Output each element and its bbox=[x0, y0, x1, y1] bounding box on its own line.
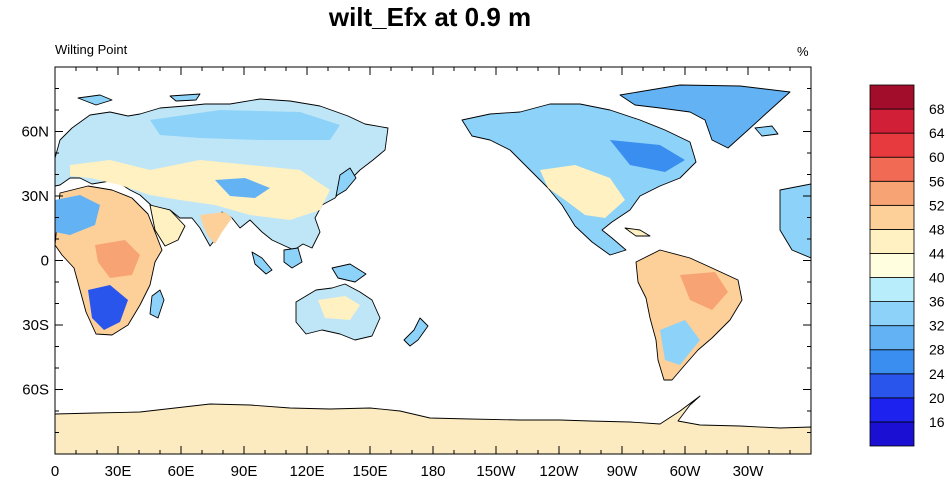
colorbar-label: 20 bbox=[929, 390, 945, 406]
colorbar-label: 28 bbox=[929, 342, 945, 358]
land-greenland bbox=[619, 84, 791, 149]
colorbar-label: 52 bbox=[929, 197, 945, 213]
colorbar-label: 60 bbox=[929, 149, 945, 165]
land-arabia bbox=[149, 204, 186, 247]
colorbar-label: 32 bbox=[929, 318, 945, 334]
lat-tick-label: 60S bbox=[22, 382, 49, 399]
colorbar-box bbox=[869, 180, 915, 206]
land-madagascar bbox=[149, 289, 165, 319]
colorbar-box bbox=[869, 301, 915, 327]
lon-tick-label: 0 bbox=[51, 463, 59, 480]
land-siberia-cool bbox=[150, 110, 340, 140]
colorbar-label: 56 bbox=[929, 173, 945, 189]
colorbar-label: 48 bbox=[929, 221, 945, 237]
lat-tick-label: 30S bbox=[22, 317, 49, 334]
colorbar-box bbox=[869, 421, 915, 447]
land-australia-warm bbox=[318, 296, 360, 320]
colorbar-label: 64 bbox=[929, 125, 945, 141]
colorbar-label: 40 bbox=[929, 270, 945, 286]
lon-tick-label: 150E bbox=[352, 463, 387, 480]
land-africa-hot bbox=[95, 240, 140, 278]
lat-tick-label: 60N bbox=[21, 124, 49, 141]
colorbar-box bbox=[869, 325, 915, 351]
lon-tick-label: 60E bbox=[168, 463, 195, 480]
colorbar-label: 44 bbox=[929, 245, 945, 261]
lat-tick-label: 0 bbox=[41, 253, 49, 270]
colorbar-box bbox=[869, 253, 915, 278]
colorbar-label: 36 bbox=[929, 294, 945, 310]
land-cuba bbox=[624, 227, 651, 237]
land-arctic-islands bbox=[77, 94, 113, 106]
plot-title: wilt_Efx at 0.9 m bbox=[328, 2, 532, 32]
land-africa-cool-west bbox=[55, 195, 100, 235]
land-eurasia-warm bbox=[70, 160, 330, 220]
land-new-zealand bbox=[403, 317, 429, 347]
colorbar: 16 20 24 28 32 36 40 44 48 52 56 60 64 68 bbox=[869, 84, 945, 447]
colorbar-box bbox=[869, 156, 915, 182]
land-west-africa-edge bbox=[779, 183, 811, 259]
colorbar-box bbox=[869, 397, 915, 423]
colorbar-box bbox=[869, 349, 915, 375]
lon-tick-label: 150W bbox=[476, 463, 516, 480]
land-iceland bbox=[754, 125, 779, 137]
colorbar-box bbox=[869, 84, 915, 110]
colorbar-box bbox=[869, 373, 915, 399]
colorbar-box bbox=[869, 228, 915, 254]
lon-tick-label: 90E bbox=[231, 463, 258, 480]
colorbar-label: 16 bbox=[929, 414, 945, 430]
lon-tick-label: 180 bbox=[420, 463, 445, 480]
latitude-axis: 60N 30N 0 30S 60S bbox=[21, 66, 811, 455]
land-india-warm bbox=[200, 212, 232, 244]
lon-tick-label: 120W bbox=[539, 463, 579, 480]
land-north-america-warm bbox=[540, 165, 625, 218]
land-new-guinea bbox=[331, 263, 367, 283]
land-amazon-hot bbox=[680, 272, 728, 310]
land-canada-cool bbox=[610, 140, 685, 172]
lon-tick-label: 60W bbox=[670, 463, 702, 480]
units-label: % bbox=[797, 44, 809, 59]
land-south-america-cool bbox=[660, 320, 700, 365]
lon-tick-label: 30W bbox=[733, 463, 765, 480]
colorbar-label: 24 bbox=[929, 366, 945, 382]
longitude-axis: 0 30E 60E 90E 120E 150E 180 150W 120W 90W 60W 30W bbox=[51, 67, 812, 480]
lon-tick-label: 30E bbox=[105, 463, 132, 480]
left-subtitle: Wilting Point bbox=[55, 42, 128, 57]
land-antarctica bbox=[55, 395, 811, 454]
land-africa-south-cool bbox=[88, 285, 128, 330]
lon-tick-label: 90W bbox=[607, 463, 639, 480]
colorbar-box bbox=[869, 204, 915, 230]
lat-tick-label: 30N bbox=[21, 188, 49, 205]
map-panel: 0 30E 60E 90E 120E 150E 180 150W 120W 90W 60W 30W 6… bbox=[21, 66, 812, 480]
land-borneo bbox=[283, 247, 303, 269]
land-japan bbox=[335, 167, 357, 197]
land-tibet-cool bbox=[215, 178, 270, 198]
colorbar-box bbox=[869, 132, 915, 158]
colorbar-box bbox=[869, 277, 915, 302]
colorbar-label: 68 bbox=[929, 101, 945, 117]
lon-tick-label: 120E bbox=[289, 463, 324, 480]
land-sumatra bbox=[251, 251, 273, 275]
colorbar-box bbox=[869, 108, 915, 134]
land-svalbard bbox=[169, 93, 201, 102]
